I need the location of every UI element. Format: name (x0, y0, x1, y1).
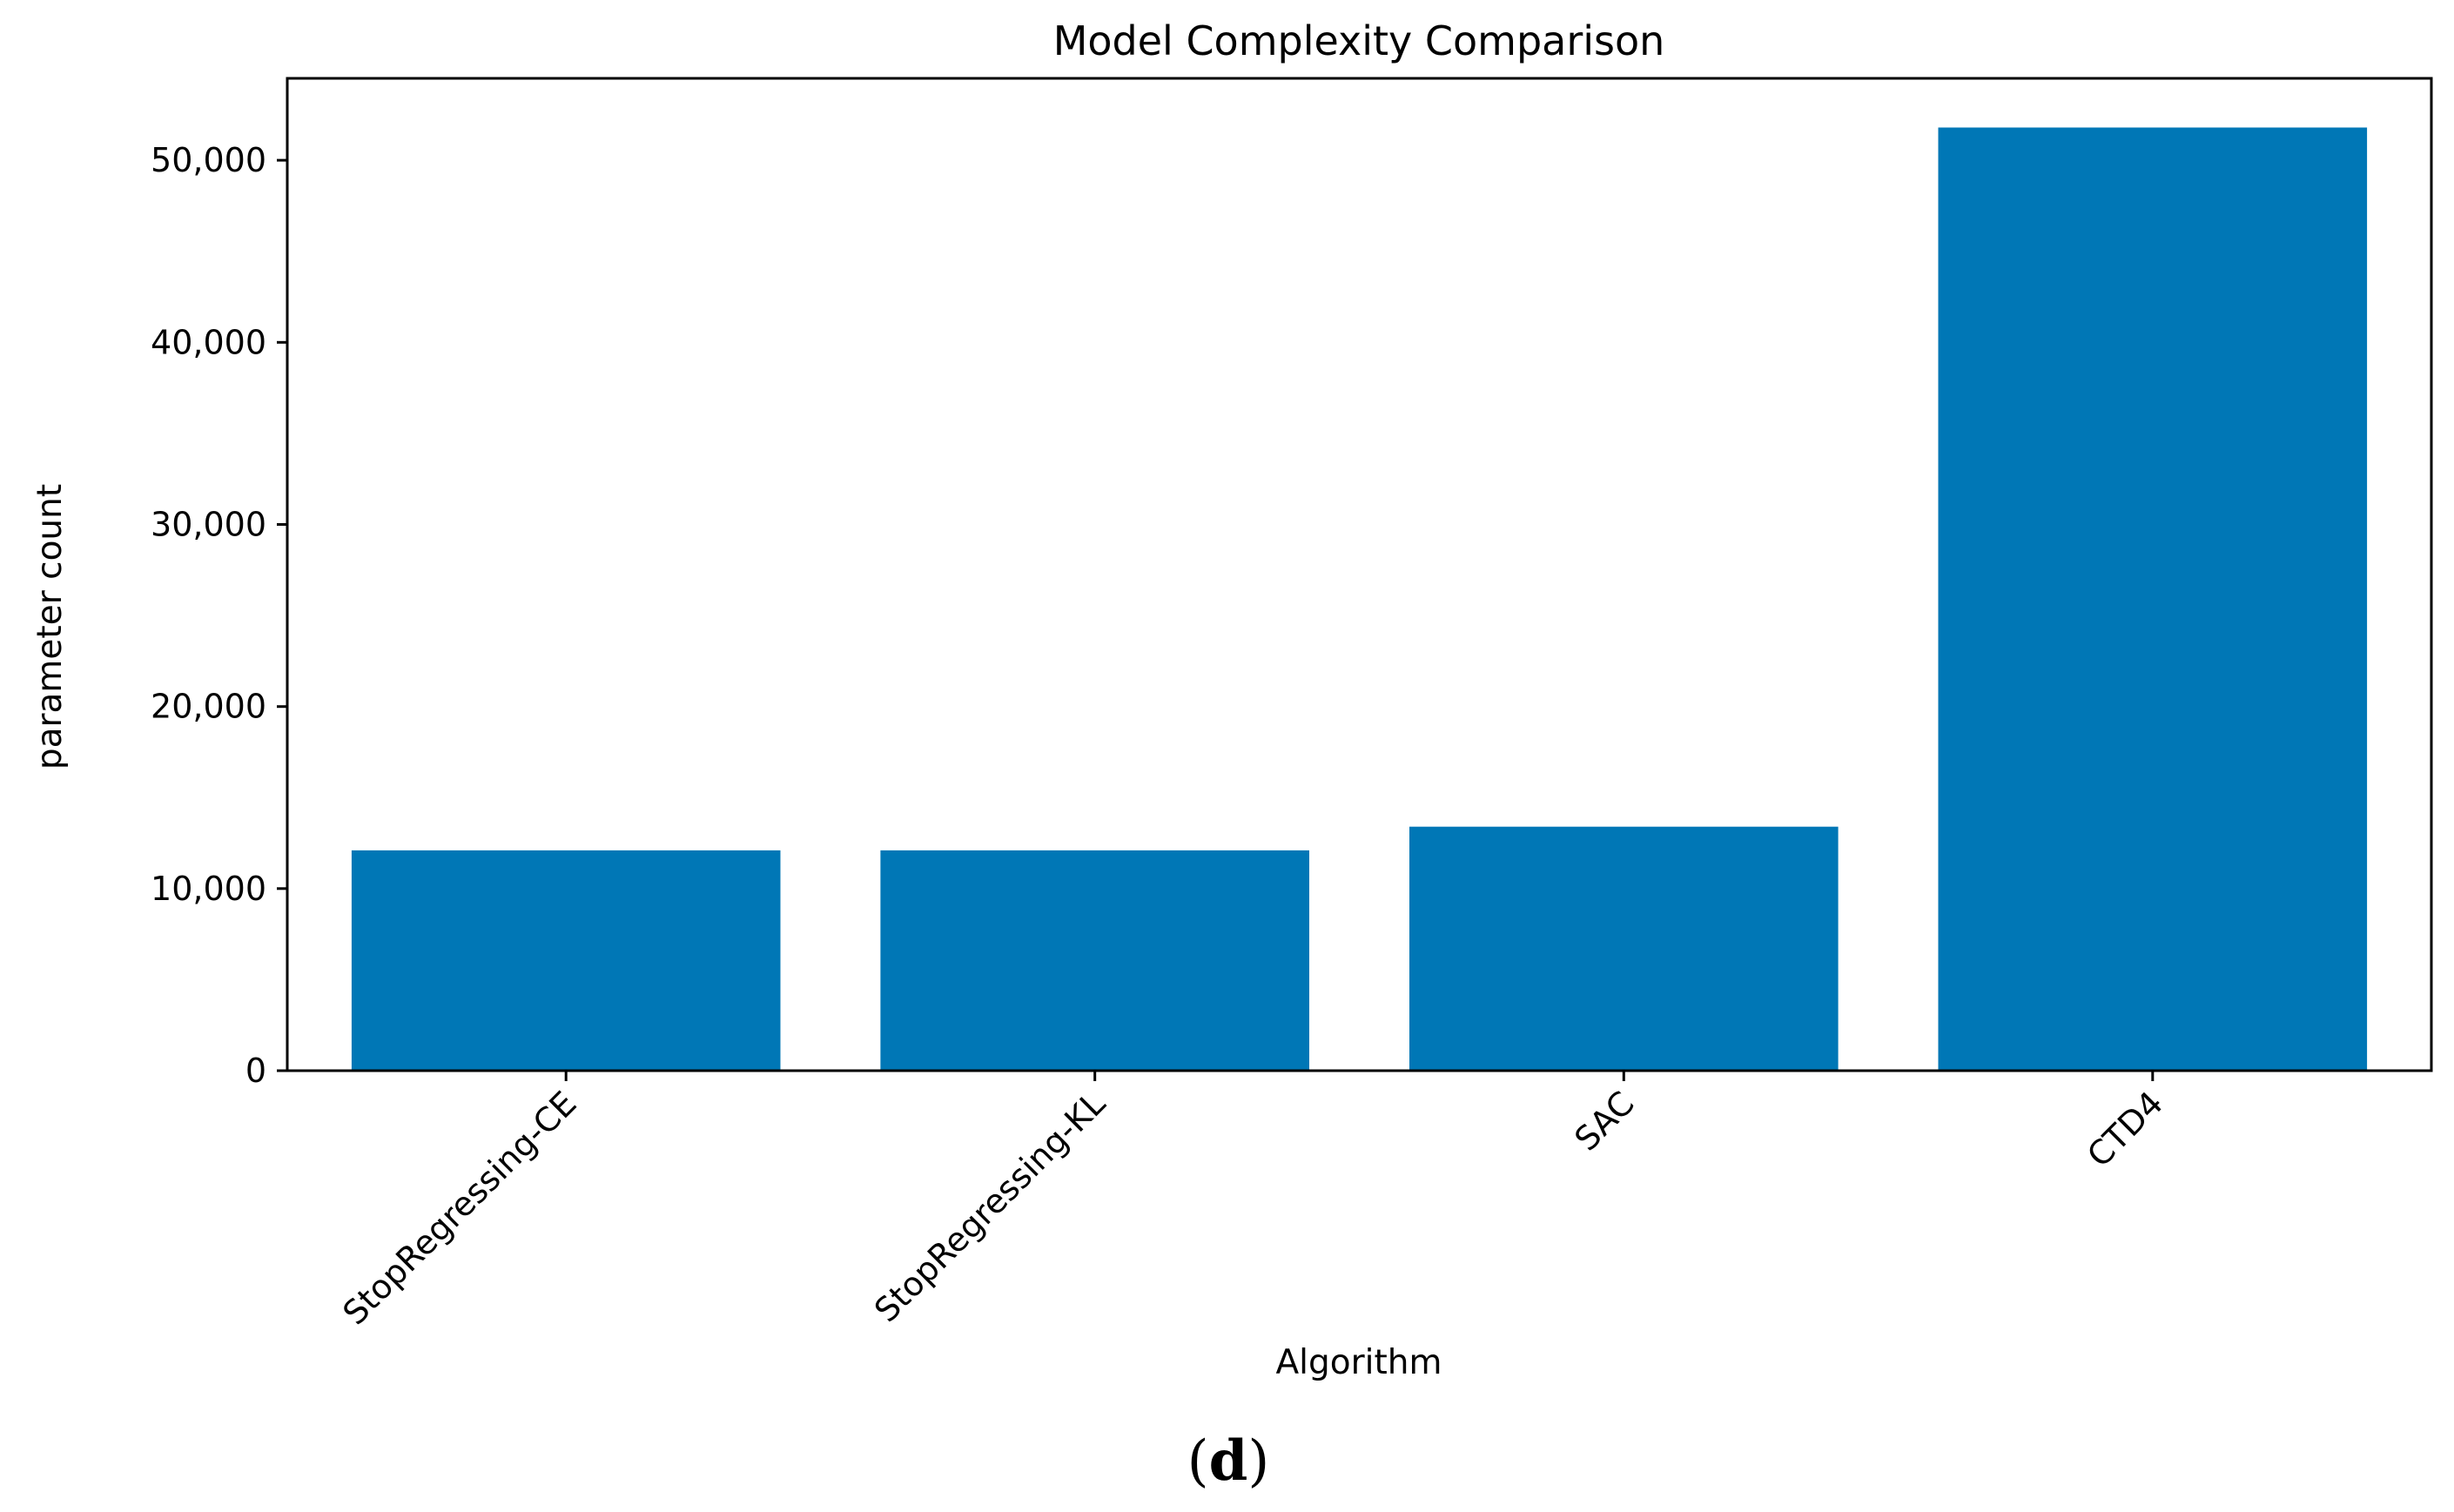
bar-sac (1409, 826, 1839, 1071)
y-tick-label: 40,000 (151, 323, 266, 361)
panel-label-letter: d (1209, 1428, 1248, 1494)
bar-stopregressing-ce (351, 850, 781, 1071)
bars-layer (351, 127, 2368, 1071)
y-axis-ticks: 0 10,000 20,000 30,000 40,000 50,000 (151, 141, 287, 1090)
y-tick-label: 10,000 (151, 870, 266, 908)
y-axis-title: parameter count (30, 484, 70, 769)
x-axis-title: Algorithm (1275, 1343, 1442, 1382)
y-tick-label: 0 (245, 1052, 266, 1090)
plot-frame (286, 77, 2433, 1072)
y-tick-label: 20,000 (151, 688, 266, 726)
panel-label-open: ( (1187, 1429, 1209, 1494)
panel-label: (d) (1187, 1428, 1270, 1494)
chart-title: Model Complexity Comparison (1053, 17, 1665, 64)
y-tick-label: 30,000 (151, 506, 266, 544)
bar-stopregressing-kl (880, 850, 1309, 1071)
panel-label-close: ) (1247, 1429, 1269, 1494)
y-tick-label: 50,000 (151, 141, 266, 179)
bar-ctd4 (1938, 127, 2368, 1071)
